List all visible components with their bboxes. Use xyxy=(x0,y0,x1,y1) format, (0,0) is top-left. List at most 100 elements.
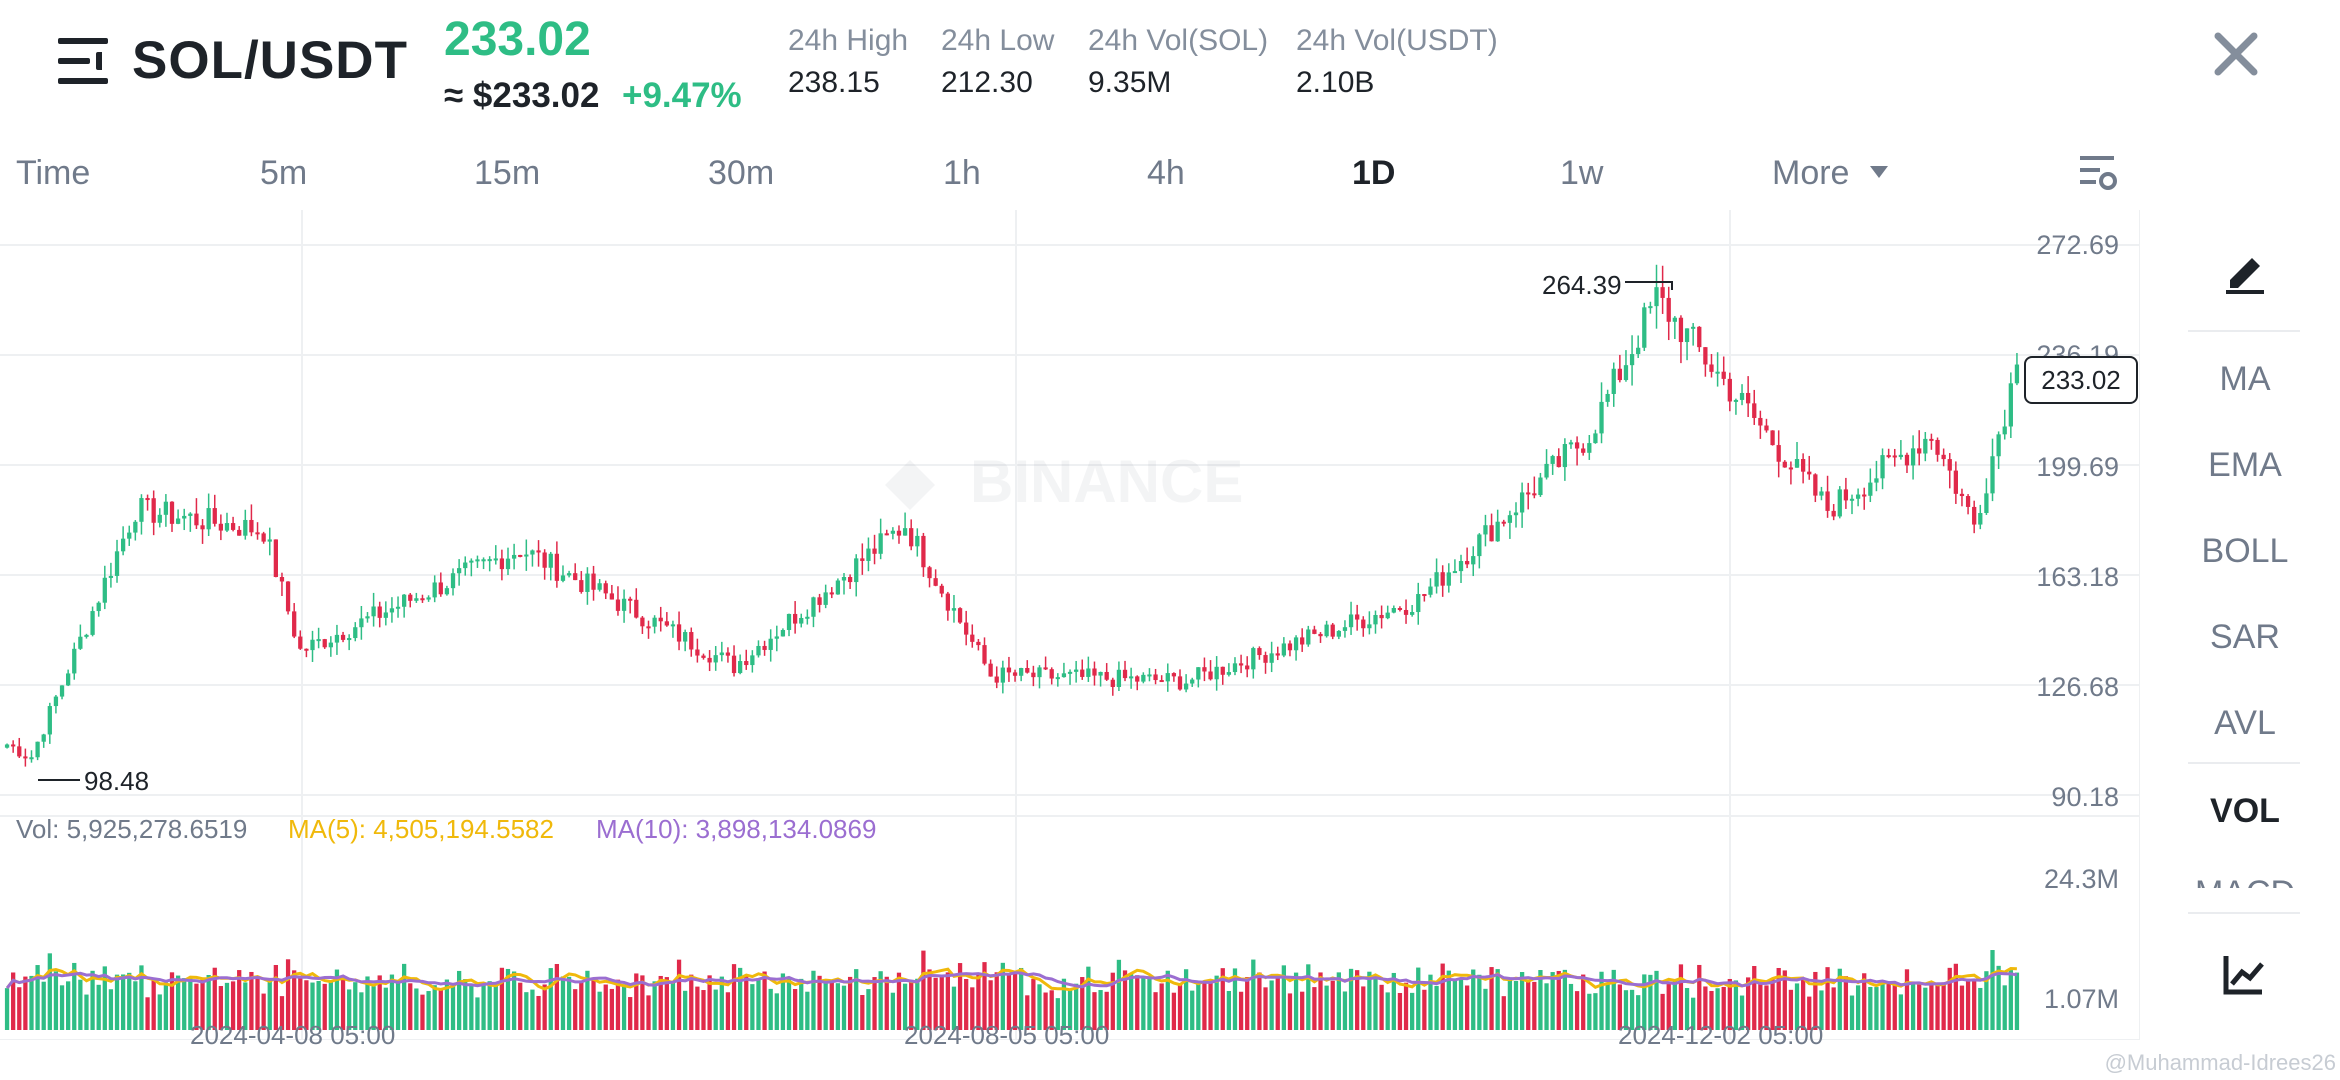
volume-bar xyxy=(1263,987,1268,1030)
volume-bar xyxy=(1996,965,2001,1030)
candle xyxy=(652,617,657,627)
candle xyxy=(1654,287,1659,307)
volume-bar xyxy=(1868,986,1873,1030)
volume-bar xyxy=(896,972,902,1030)
candle xyxy=(78,636,83,649)
tab-1d[interactable]: 1D xyxy=(1352,154,1396,192)
tab-1h[interactable]: 1h xyxy=(943,154,981,192)
volume-bar xyxy=(1098,990,1103,1030)
volume-bar xyxy=(328,980,333,1030)
candle xyxy=(505,558,511,570)
candle xyxy=(1813,474,1818,496)
volume-bar xyxy=(719,976,724,1030)
volume-bar xyxy=(243,982,248,1030)
volume-bar xyxy=(1764,985,1769,1030)
volume-bar xyxy=(322,983,327,1030)
volume-bar xyxy=(499,967,505,1030)
high-label: 264.39 xyxy=(1542,270,1622,300)
candle xyxy=(279,577,285,582)
volume-bar xyxy=(1355,970,1360,1030)
candle xyxy=(59,685,65,697)
tab-more[interactable]: More xyxy=(1772,154,1850,192)
volume-bar xyxy=(456,970,462,1030)
candle xyxy=(1501,521,1506,524)
candle xyxy=(1238,663,1244,666)
volume-bar xyxy=(664,977,669,1030)
volume-bar xyxy=(84,994,89,1030)
tab-4h[interactable]: 4h xyxy=(1147,154,1185,192)
indicator-ma[interactable]: MA xyxy=(2219,360,2271,398)
tab-15m[interactable]: 15m xyxy=(474,154,541,192)
volume-bar xyxy=(1397,992,1403,1030)
candle xyxy=(1422,594,1427,597)
stat-24h-high-value: 238.15 xyxy=(788,66,880,99)
tab-time[interactable]: Time xyxy=(16,154,91,192)
tab-1w[interactable]: 1w xyxy=(1560,154,1604,192)
candle xyxy=(1929,438,1934,441)
volume-bar xyxy=(450,986,456,1030)
volume-bar xyxy=(1489,967,1494,1030)
indicator-icon[interactable] xyxy=(2222,952,2266,996)
volume-bar xyxy=(1935,983,1940,1030)
tab-30m[interactable]: 30m xyxy=(708,154,775,192)
volume-bar xyxy=(279,996,285,1030)
candles xyxy=(4,264,2020,767)
volume-bar xyxy=(988,980,993,1030)
volume-bar xyxy=(469,984,474,1030)
candle xyxy=(817,597,822,605)
tab-5m[interactable]: 5m xyxy=(260,154,308,192)
volume-bar xyxy=(1807,996,1812,1030)
volume-bar xyxy=(1477,974,1482,1030)
indicator-macd-clipped[interactable]: MACD xyxy=(2170,874,2320,888)
candle xyxy=(90,611,95,635)
volume-bar xyxy=(1678,964,1684,1030)
volume-bar xyxy=(1660,993,1665,1030)
draw-icon[interactable] xyxy=(2222,248,2268,294)
candle xyxy=(603,583,608,594)
volume-bar xyxy=(1318,972,1323,1030)
indicator-sar[interactable]: SAR xyxy=(2210,618,2280,656)
volume-bar xyxy=(1330,980,1335,1030)
usd-price: ≈ $233.02 xyxy=(444,76,600,115)
candle xyxy=(487,559,492,562)
candle xyxy=(1330,624,1335,637)
pair-title[interactable]: SOL/USDT xyxy=(132,31,408,90)
volume-bar xyxy=(1104,991,1109,1030)
volume-bar xyxy=(1092,992,1097,1030)
volume-bar xyxy=(1574,991,1580,1030)
close-icon[interactable] xyxy=(2212,30,2260,78)
volume-bar xyxy=(1684,988,1690,1030)
volume-bar xyxy=(1422,989,1427,1030)
candlestick-chart[interactable]: BINANCE 264.39 98.48 xyxy=(0,210,2140,1040)
candle xyxy=(389,608,395,613)
chart-settings-icon[interactable] xyxy=(2078,154,2118,194)
candle xyxy=(84,634,89,637)
volume-bar xyxy=(878,971,883,1030)
candle xyxy=(1550,456,1555,464)
candle xyxy=(615,599,621,611)
menu-icon[interactable] xyxy=(58,38,108,84)
volume-bar xyxy=(1483,988,1488,1030)
candle xyxy=(261,533,266,542)
candle xyxy=(23,756,28,759)
candle xyxy=(1617,368,1622,381)
candle xyxy=(200,525,205,530)
candle xyxy=(1092,668,1097,676)
candle xyxy=(1733,399,1739,402)
volume-bar xyxy=(744,974,749,1030)
volume-bar xyxy=(1025,995,1030,1030)
candle xyxy=(1782,461,1787,468)
candle xyxy=(1458,561,1464,572)
volume-bar xyxy=(273,964,278,1030)
volume-bar xyxy=(1672,980,1677,1030)
volume-bar xyxy=(1788,989,1794,1030)
indicator-avl[interactable]: AVL xyxy=(2214,704,2276,742)
candle xyxy=(1086,668,1091,677)
volume-bar xyxy=(438,988,443,1030)
indicator-boll[interactable]: BOLL xyxy=(2201,532,2289,570)
volume-bar xyxy=(1074,983,1079,1030)
volume-bar xyxy=(298,975,303,1030)
indicator-vol[interactable]: VOL xyxy=(2210,792,2280,830)
volume-bar xyxy=(1703,986,1708,1030)
indicator-ema[interactable]: EMA xyxy=(2208,446,2282,484)
